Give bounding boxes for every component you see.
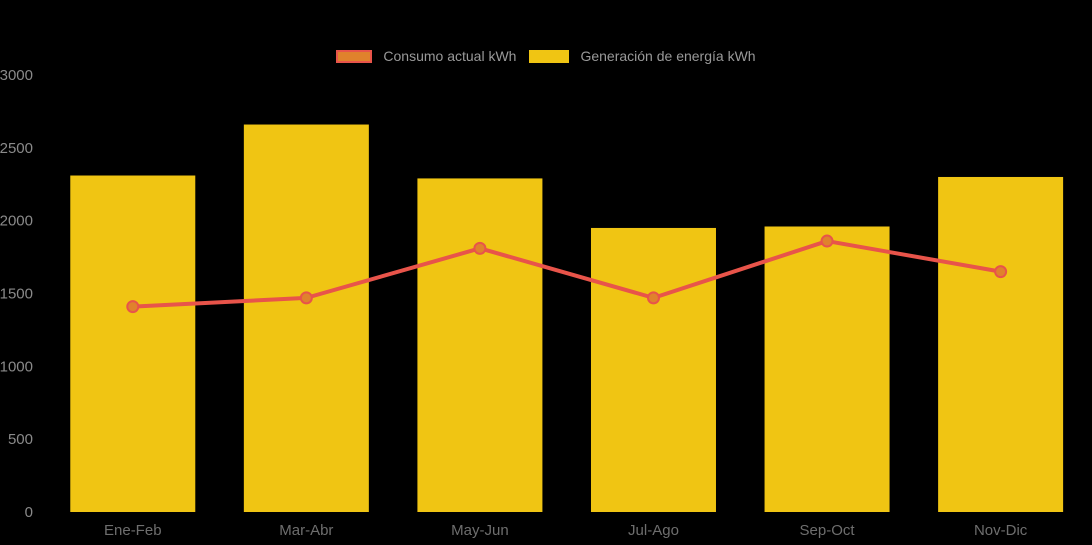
bar-generacion-energia[interactable] <box>417 178 543 512</box>
y-axis-tick-label: 3000 <box>0 67 33 84</box>
bar-generacion-energia[interactable] <box>590 227 716 512</box>
legend-label-consumo-actual: Consumo actual kWh <box>383 48 517 64</box>
x-axis-label: Ene-Feb <box>104 522 162 539</box>
consumo-actual-point[interactable] <box>820 234 834 248</box>
bar-generacion-energia[interactable] <box>764 226 890 512</box>
legend-item-consumo-actual[interactable]: Consumo actual kWh <box>336 48 516 64</box>
x-axis-label: Nov-Dic <box>974 522 1028 539</box>
legend-item-generacion-energia[interactable]: Generación de energía kWh <box>529 48 756 64</box>
x-axis-label: May-Jun <box>451 522 509 539</box>
bar-generacion-energia[interactable] <box>938 176 1064 512</box>
consumo-actual-line <box>130 239 1003 309</box>
legend-swatch-consumo-actual <box>336 49 373 63</box>
y-axis-tick-label: 1000 <box>0 358 33 375</box>
consumo-actual-point[interactable] <box>646 291 660 305</box>
x-axis-label: Mar-Abr <box>279 522 333 539</box>
consumo-actual-point[interactable] <box>994 265 1008 279</box>
consumo-actual-point[interactable] <box>299 291 313 305</box>
legend: Consumo actual kWh Generación de energía… <box>0 48 1092 64</box>
legend-label-generacion-energia: Generación de energía kWh <box>580 48 756 64</box>
y-axis-tick-label: 1500 <box>0 286 33 303</box>
y-axis-tick-label: 0 <box>25 504 33 521</box>
bar-generacion-energia[interactable] <box>243 124 369 512</box>
legend-swatch-generacion-energia <box>529 49 570 63</box>
bar-generacion-energia[interactable] <box>70 175 196 512</box>
y-axis-tick-label: 2500 <box>0 140 33 157</box>
consumo-actual-point[interactable] <box>126 300 140 314</box>
y-axis-tick-label: 2000 <box>0 213 33 230</box>
consumo-actual-point[interactable] <box>473 241 487 255</box>
x-axis-label: Jul-Ago <box>628 522 679 539</box>
x-axis-label: Sep-Oct <box>800 522 856 539</box>
y-axis-tick-label: 500 <box>8 431 33 448</box>
